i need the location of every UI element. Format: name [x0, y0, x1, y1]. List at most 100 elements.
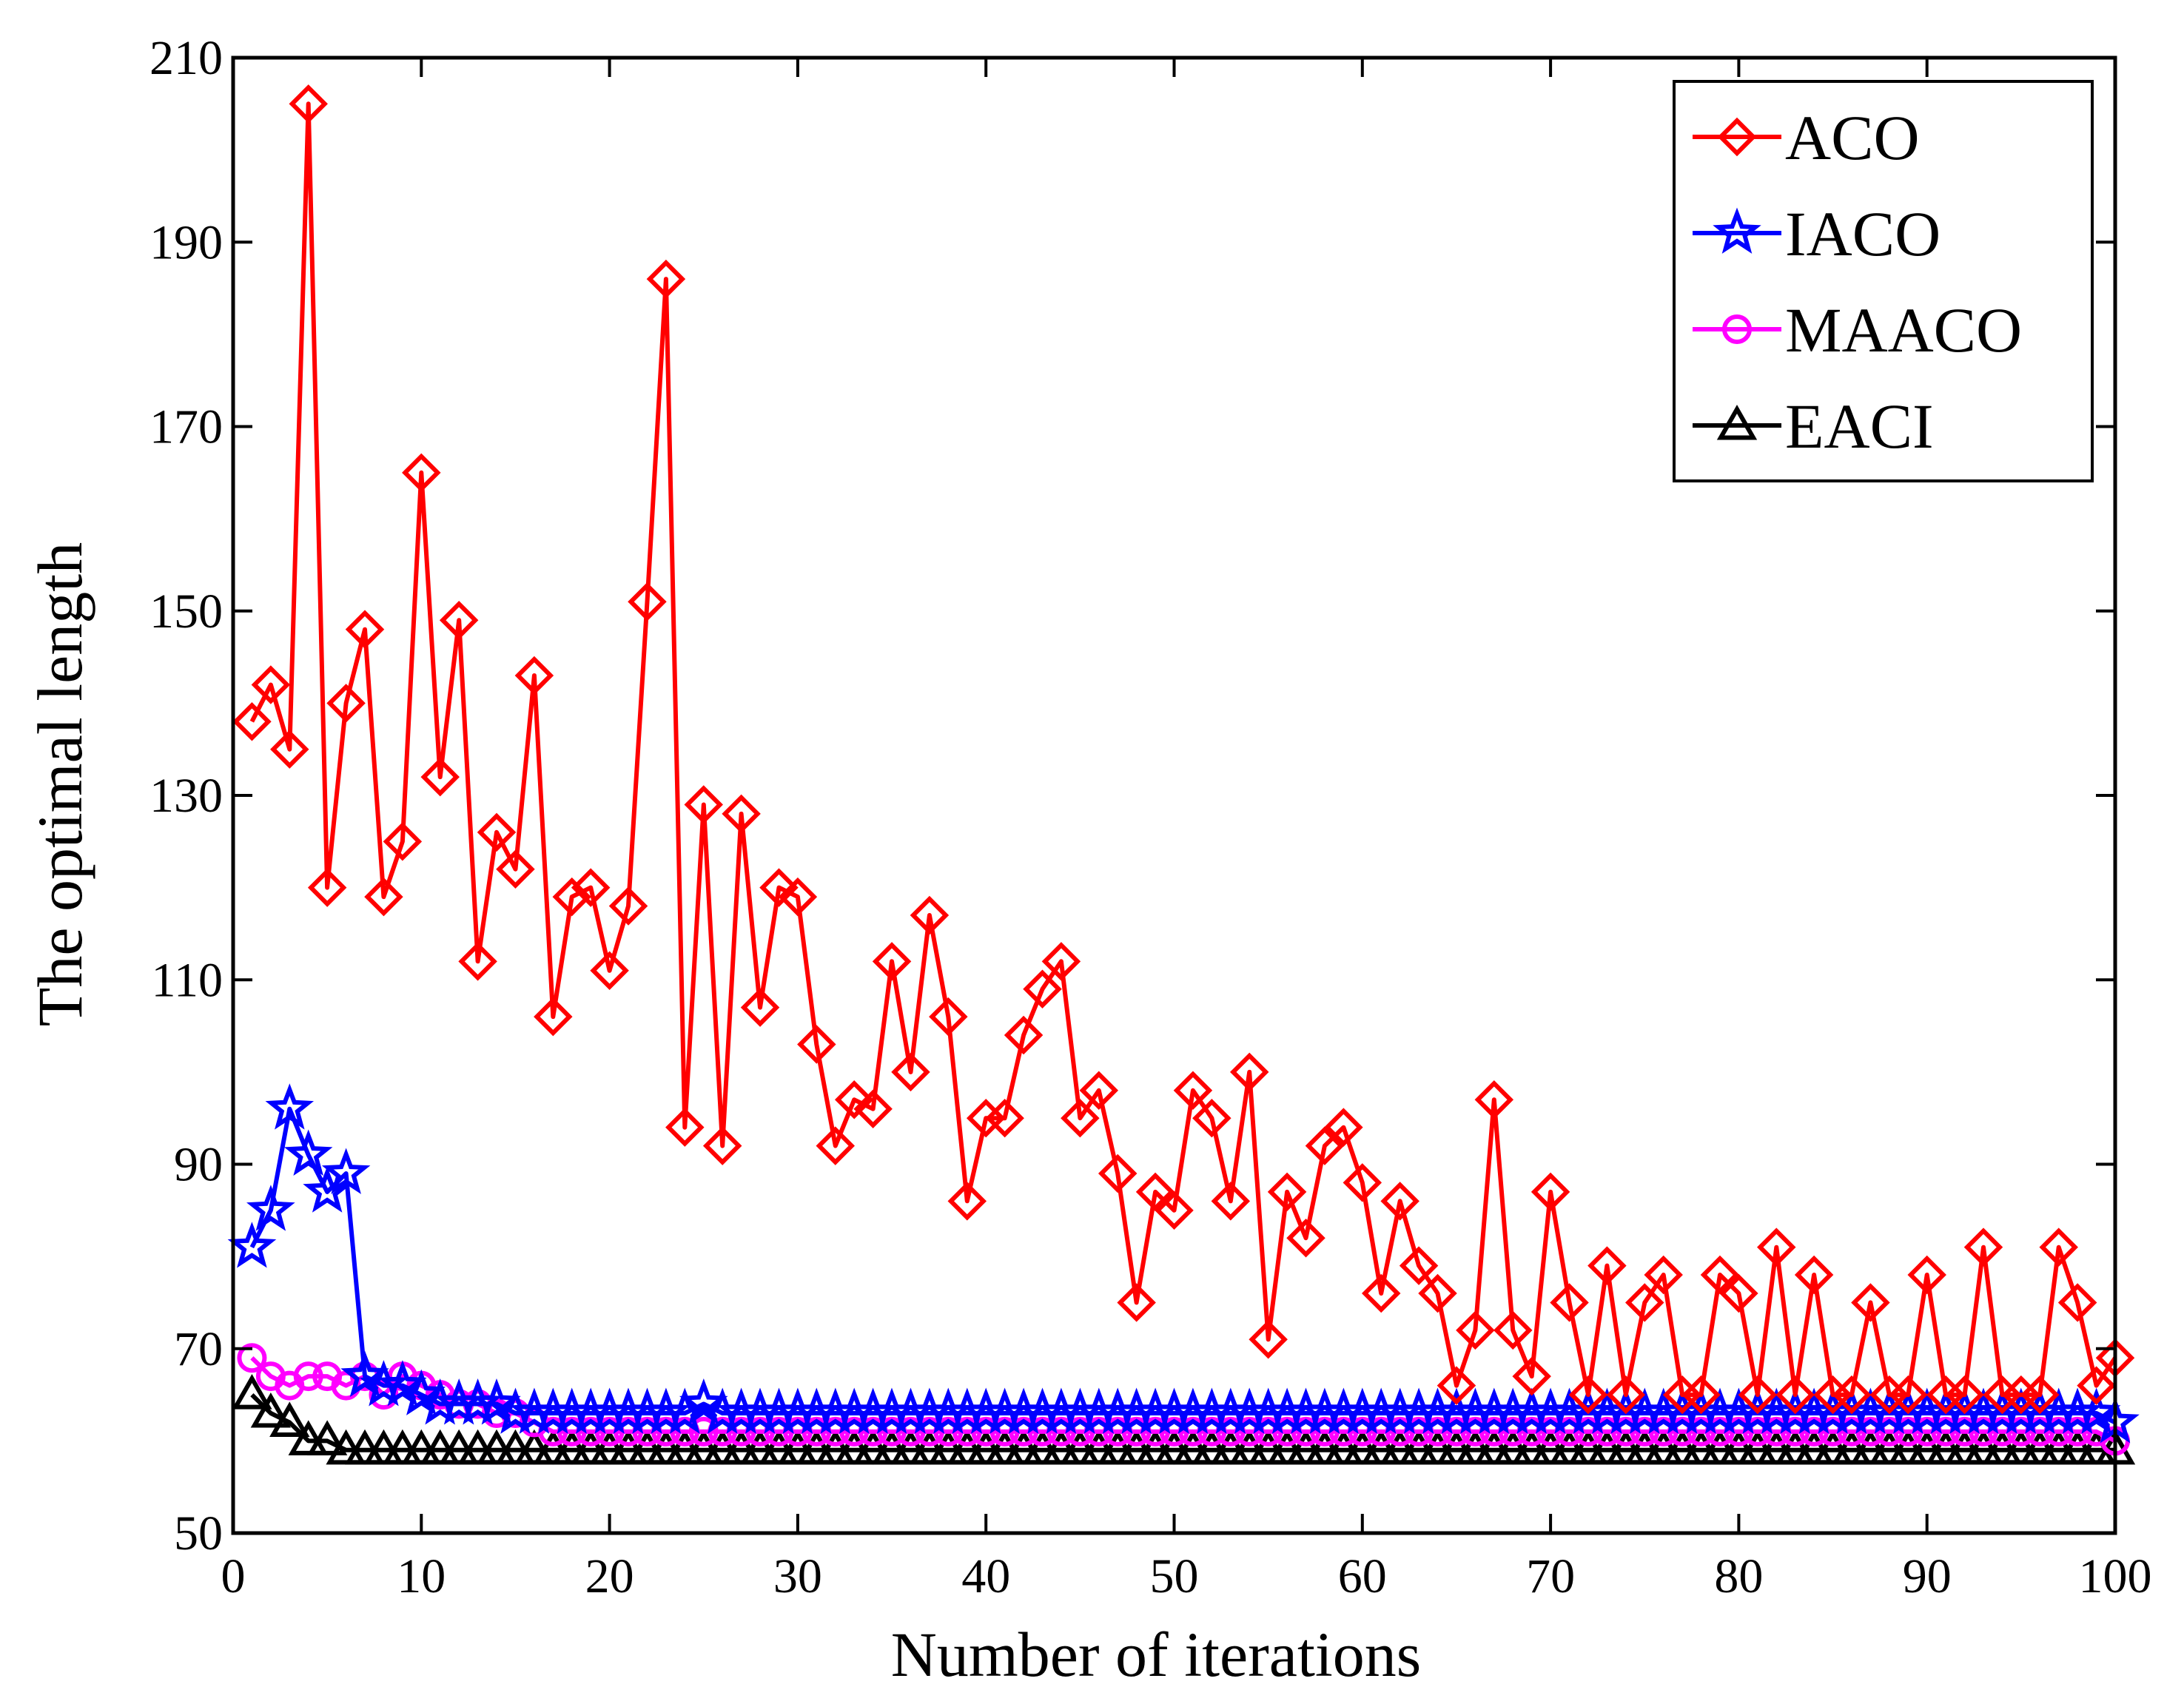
data-point-aco: [1512, 1356, 1551, 1396]
data-point-aco: [1681, 1375, 1721, 1415]
data-point-aco: [1380, 1182, 1419, 1221]
data-point-aco: [1211, 1182, 1251, 1221]
data-point-aco: [1343, 1163, 1382, 1202]
legend-entry-aco: ACO: [1693, 102, 1920, 173]
x-tick-label: 20: [585, 1549, 634, 1603]
x-tick-label: 10: [397, 1549, 446, 1603]
legend-marker-maaco: [1722, 314, 1752, 344]
data-point-eaci: [269, 1401, 310, 1437]
data-point-aco: [1192, 1098, 1232, 1138]
data-point-aco: [1568, 1375, 1608, 1415]
data-point-aco: [1738, 1375, 1778, 1415]
data-point-aco: [251, 665, 291, 704]
data-point-aco: [797, 1025, 836, 1064]
y-tick-label: 130: [149, 769, 223, 823]
data-point-aco: [477, 812, 517, 852]
y-tick-label: 110: [151, 953, 223, 1007]
y-axis-title: The optimal length: [24, 542, 95, 1026]
data-point-aco: [628, 582, 667, 622]
data-point-aco: [684, 785, 723, 824]
data-point-aco: [1267, 1172, 1307, 1212]
data-point-aco: [1889, 1375, 1928, 1415]
data-point-aco: [1719, 1273, 1758, 1313]
data-point-aco: [1644, 1255, 1683, 1295]
data-point-aco: [1361, 1273, 1401, 1313]
data-point-iaco: [321, 1148, 371, 1194]
data-point-aco: [420, 757, 460, 797]
data-point-aco: [1249, 1320, 1288, 1359]
series-layer: [227, 84, 2140, 1465]
data-point-iaco: [397, 1369, 446, 1415]
data-point-aco: [1606, 1375, 1646, 1415]
data-point-iaco: [265, 1083, 315, 1130]
x-tick-label: 90: [1903, 1549, 1952, 1603]
data-point-aco: [1474, 1080, 1514, 1119]
data-point-aco: [1945, 1375, 1984, 1415]
legend-label-maaco: MAACO: [1785, 294, 2022, 366]
data-point-aco: [1155, 1191, 1194, 1230]
data-point-aco: [778, 877, 818, 917]
legend-label-aco: ACO: [1785, 102, 1920, 173]
x-tick-label: 40: [961, 1549, 1010, 1603]
legend-label-eaci: EACI: [1785, 391, 1934, 462]
data-point-iaco: [378, 1360, 427, 1407]
data-point-aco: [1418, 1273, 1457, 1313]
data-point-aco: [552, 877, 591, 917]
data-point-aco: [1399, 1246, 1439, 1285]
data-point-iaco: [283, 1129, 333, 1176]
x-tick-label: 100: [2079, 1549, 2152, 1603]
data-point-maaco: [237, 1343, 267, 1373]
x-axis-title: Number of iterations: [891, 1619, 1421, 1690]
data-point-iaco: [660, 1387, 710, 1434]
data-point-aco: [834, 1080, 874, 1119]
data-point-aco: [702, 1126, 742, 1165]
data-point-maaco: [369, 1380, 399, 1410]
data-point-aco: [1963, 1228, 2003, 1267]
legend-items: ACO IACO MAACO EACI: [1693, 102, 2022, 462]
data-point-aco: [1587, 1246, 1627, 1285]
x-tick-label: 30: [773, 1549, 822, 1603]
data-point-iaco: [2072, 1387, 2121, 1434]
data-point-aco: [534, 997, 573, 1037]
y-tick-label: 190: [149, 215, 223, 269]
data-point-aco: [722, 794, 761, 834]
legend-entry-iaco: IACO: [1693, 198, 1941, 269]
data-point-aco: [1135, 1172, 1175, 1212]
data-point-iaco: [227, 1222, 277, 1268]
data-point-aco: [1832, 1375, 1872, 1415]
y-tick-label: 90: [174, 1138, 223, 1192]
data-point-aco: [646, 259, 686, 299]
data-point-aco: [1851, 1283, 1890, 1322]
x-tick-label: 80: [1714, 1549, 1763, 1603]
legend-label-iaco: IACO: [1785, 198, 1941, 269]
data-point-eaci: [250, 1392, 292, 1428]
data-point-aco: [1117, 1283, 1156, 1322]
data-point-aco: [1023, 969, 1062, 1008]
data-point-aco: [232, 702, 272, 741]
data-point-maaco: [482, 1398, 512, 1428]
series-iaco: [227, 1083, 2140, 1444]
data-point-aco: [1550, 1283, 1589, 1322]
data-point-aco: [853, 1089, 893, 1128]
data-point-aco: [326, 684, 366, 723]
y-tick-label: 50: [174, 1506, 223, 1560]
data-point-aco: [665, 1108, 705, 1147]
data-point-aco: [1324, 1108, 1363, 1147]
data-point-aco: [1757, 1228, 1796, 1267]
legend-marker-eaci: [1716, 404, 1758, 440]
data-point-aco: [514, 656, 554, 696]
axes-layer: 0 10 20 30 40 50 60 70 80 90 100 50 70 90 110 130 150 170…: [149, 31, 2152, 1603]
data-point-aco: [1775, 1375, 1815, 1415]
data-point-aco: [1794, 1255, 1834, 1295]
data-point-aco: [1229, 1052, 1269, 1092]
data-point-aco: [1493, 1310, 1533, 1350]
data-point-aco: [571, 868, 611, 907]
legend: ACO IACO MAACO EACI: [1673, 80, 2094, 482]
data-point-aco: [289, 84, 328, 124]
data-point-aco: [2039, 1228, 2078, 1267]
data-point-aco: [1041, 942, 1081, 981]
x-tick-label: 70: [1526, 1549, 1575, 1603]
data-point-maaco: [293, 1361, 323, 1392]
